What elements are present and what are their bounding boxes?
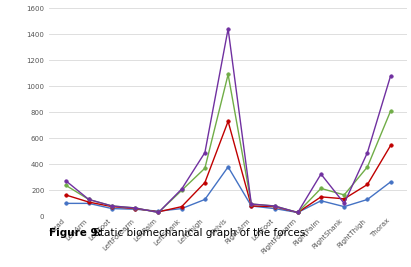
Figure 4(Force(N)) <box>388 74 393 77</box>
Figure 2(Force(N)) <box>365 183 370 186</box>
Figure 3(Force(N)) <box>86 198 91 201</box>
Figure 2(Force(N)) <box>110 205 115 208</box>
Figure 4(Force(N)) <box>365 151 370 154</box>
Text: Figure 9:: Figure 9: <box>49 229 102 238</box>
Figure 1(Force(N)) <box>86 202 91 205</box>
Text: Static biomechanical graph of the forces.: Static biomechanical graph of the forces… <box>90 229 309 238</box>
Figure 3(Force(N)) <box>388 109 393 112</box>
Figure 3(Force(N)) <box>179 189 184 192</box>
Figure 1(Force(N)) <box>249 204 254 207</box>
Figure 3(Force(N)) <box>226 73 231 76</box>
Figure 1(Force(N)) <box>156 210 161 213</box>
Figure 2(Force(N)) <box>249 204 254 207</box>
Figure 2(Force(N)) <box>133 207 138 210</box>
Figure 4(Force(N)) <box>133 206 138 210</box>
Line: Figure 2(Force(N)): Figure 2(Force(N)) <box>64 120 393 214</box>
Figure 1(Force(N)) <box>342 205 346 208</box>
Figure 1(Force(N)) <box>295 211 300 214</box>
Line: Figure 1(Force(N)): Figure 1(Force(N)) <box>64 165 393 214</box>
Figure 1(Force(N)) <box>226 165 231 168</box>
Figure 1(Force(N)) <box>319 199 323 202</box>
Figure 2(Force(N)) <box>63 193 68 197</box>
Figure 4(Force(N)) <box>342 202 346 205</box>
Figure 4(Force(N)) <box>272 204 277 207</box>
Figure 4(Force(N)) <box>179 187 184 191</box>
Figure 4(Force(N)) <box>63 179 68 182</box>
Figure 2(Force(N)) <box>179 205 184 208</box>
Figure 3(Force(N)) <box>110 204 115 207</box>
Figure 3(Force(N)) <box>249 202 254 206</box>
Figure 3(Force(N)) <box>63 183 68 187</box>
Figure 1(Force(N)) <box>388 180 393 183</box>
Line: Figure 3(Force(N)): Figure 3(Force(N)) <box>64 73 393 214</box>
Figure 1(Force(N)) <box>365 198 370 201</box>
Figure 2(Force(N)) <box>86 201 91 204</box>
Figure 1(Force(N)) <box>272 207 277 210</box>
Figure 3(Force(N)) <box>203 167 208 170</box>
Figure 1(Force(N)) <box>110 207 115 210</box>
Figure 2(Force(N)) <box>295 211 300 214</box>
Figure 1(Force(N)) <box>63 202 68 205</box>
Figure 4(Force(N)) <box>319 172 323 176</box>
Figure 3(Force(N)) <box>342 193 346 197</box>
Figure 2(Force(N)) <box>226 120 231 123</box>
Figure 3(Force(N)) <box>319 187 323 190</box>
Figure 2(Force(N)) <box>388 144 393 147</box>
Figure 2(Force(N)) <box>203 181 208 184</box>
Figure 4(Force(N)) <box>226 27 231 30</box>
Figure 3(Force(N)) <box>156 211 161 214</box>
Figure 4(Force(N)) <box>203 151 208 154</box>
Figure 3(Force(N)) <box>365 165 370 168</box>
Figure 4(Force(N)) <box>86 198 91 201</box>
Figure 3(Force(N)) <box>272 204 277 207</box>
Figure 4(Force(N)) <box>110 204 115 207</box>
Figure 3(Force(N)) <box>295 211 300 214</box>
Line: Figure 4(Force(N)): Figure 4(Force(N)) <box>64 27 393 214</box>
Figure 1(Force(N)) <box>133 208 138 211</box>
Figure 2(Force(N)) <box>319 195 323 198</box>
Figure 4(Force(N)) <box>156 211 161 214</box>
Figure 1(Force(N)) <box>179 207 184 210</box>
Figure 2(Force(N)) <box>156 210 161 213</box>
Figure 2(Force(N)) <box>342 197 346 201</box>
Figure 1(Force(N)) <box>203 198 208 201</box>
Figure 3(Force(N)) <box>133 206 138 210</box>
Figure 4(Force(N)) <box>295 211 300 214</box>
Figure 2(Force(N)) <box>272 205 277 208</box>
Figure 4(Force(N)) <box>249 202 254 206</box>
